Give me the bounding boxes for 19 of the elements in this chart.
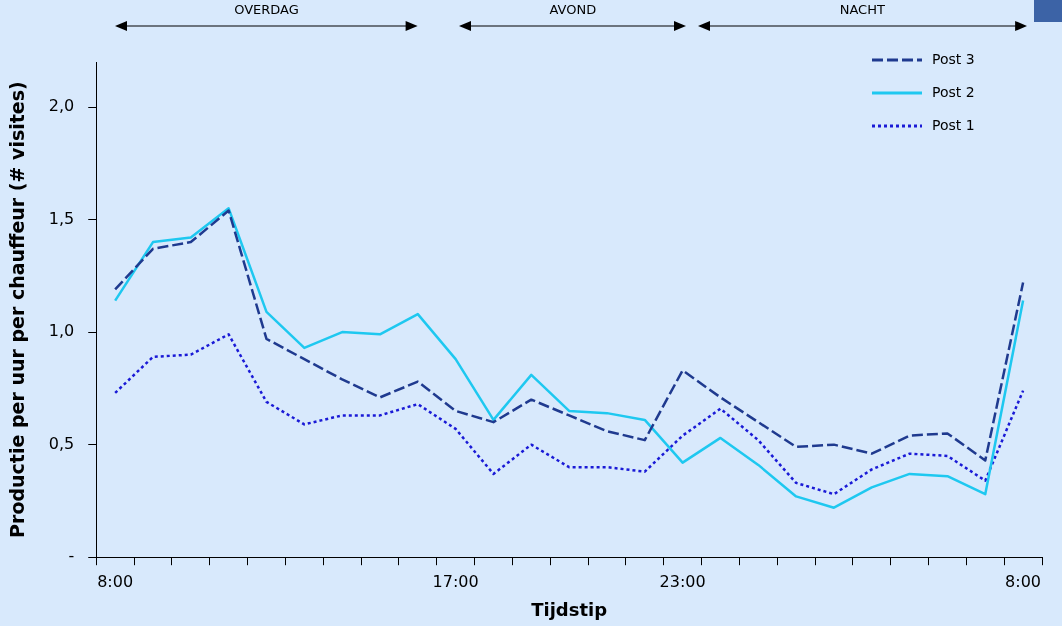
text: NACHT (838, 2, 886, 17)
legend-label: Post 1 (932, 116, 975, 133)
y-tick-label: - (68, 546, 75, 566)
x-tick-label: 8:00 (1005, 571, 1042, 591)
x-tick-label: 17:00 (432, 571, 479, 591)
legend-label: Post 3 (932, 50, 975, 67)
y-tick-label: 2,0 (48, 96, 75, 116)
legend-label: Post 2 (932, 83, 975, 100)
y-tick-label: 0,5 (48, 433, 75, 453)
line-series (113, 333, 1025, 496)
line-series (113, 209, 1025, 462)
x-tick-label: 23:00 (659, 571, 706, 591)
x-axis-title: Tijdstip (531, 598, 608, 620)
y-tick-label: 1,0 (48, 321, 75, 341)
text: OVERDAG (233, 2, 300, 17)
x-tick-label: 8:00 (97, 571, 134, 591)
y-tick-label: 1,5 (48, 208, 75, 228)
y-axis-title: Productie per uur per chauffeur (# visites) (6, 81, 29, 538)
text: AVOND (548, 2, 598, 17)
